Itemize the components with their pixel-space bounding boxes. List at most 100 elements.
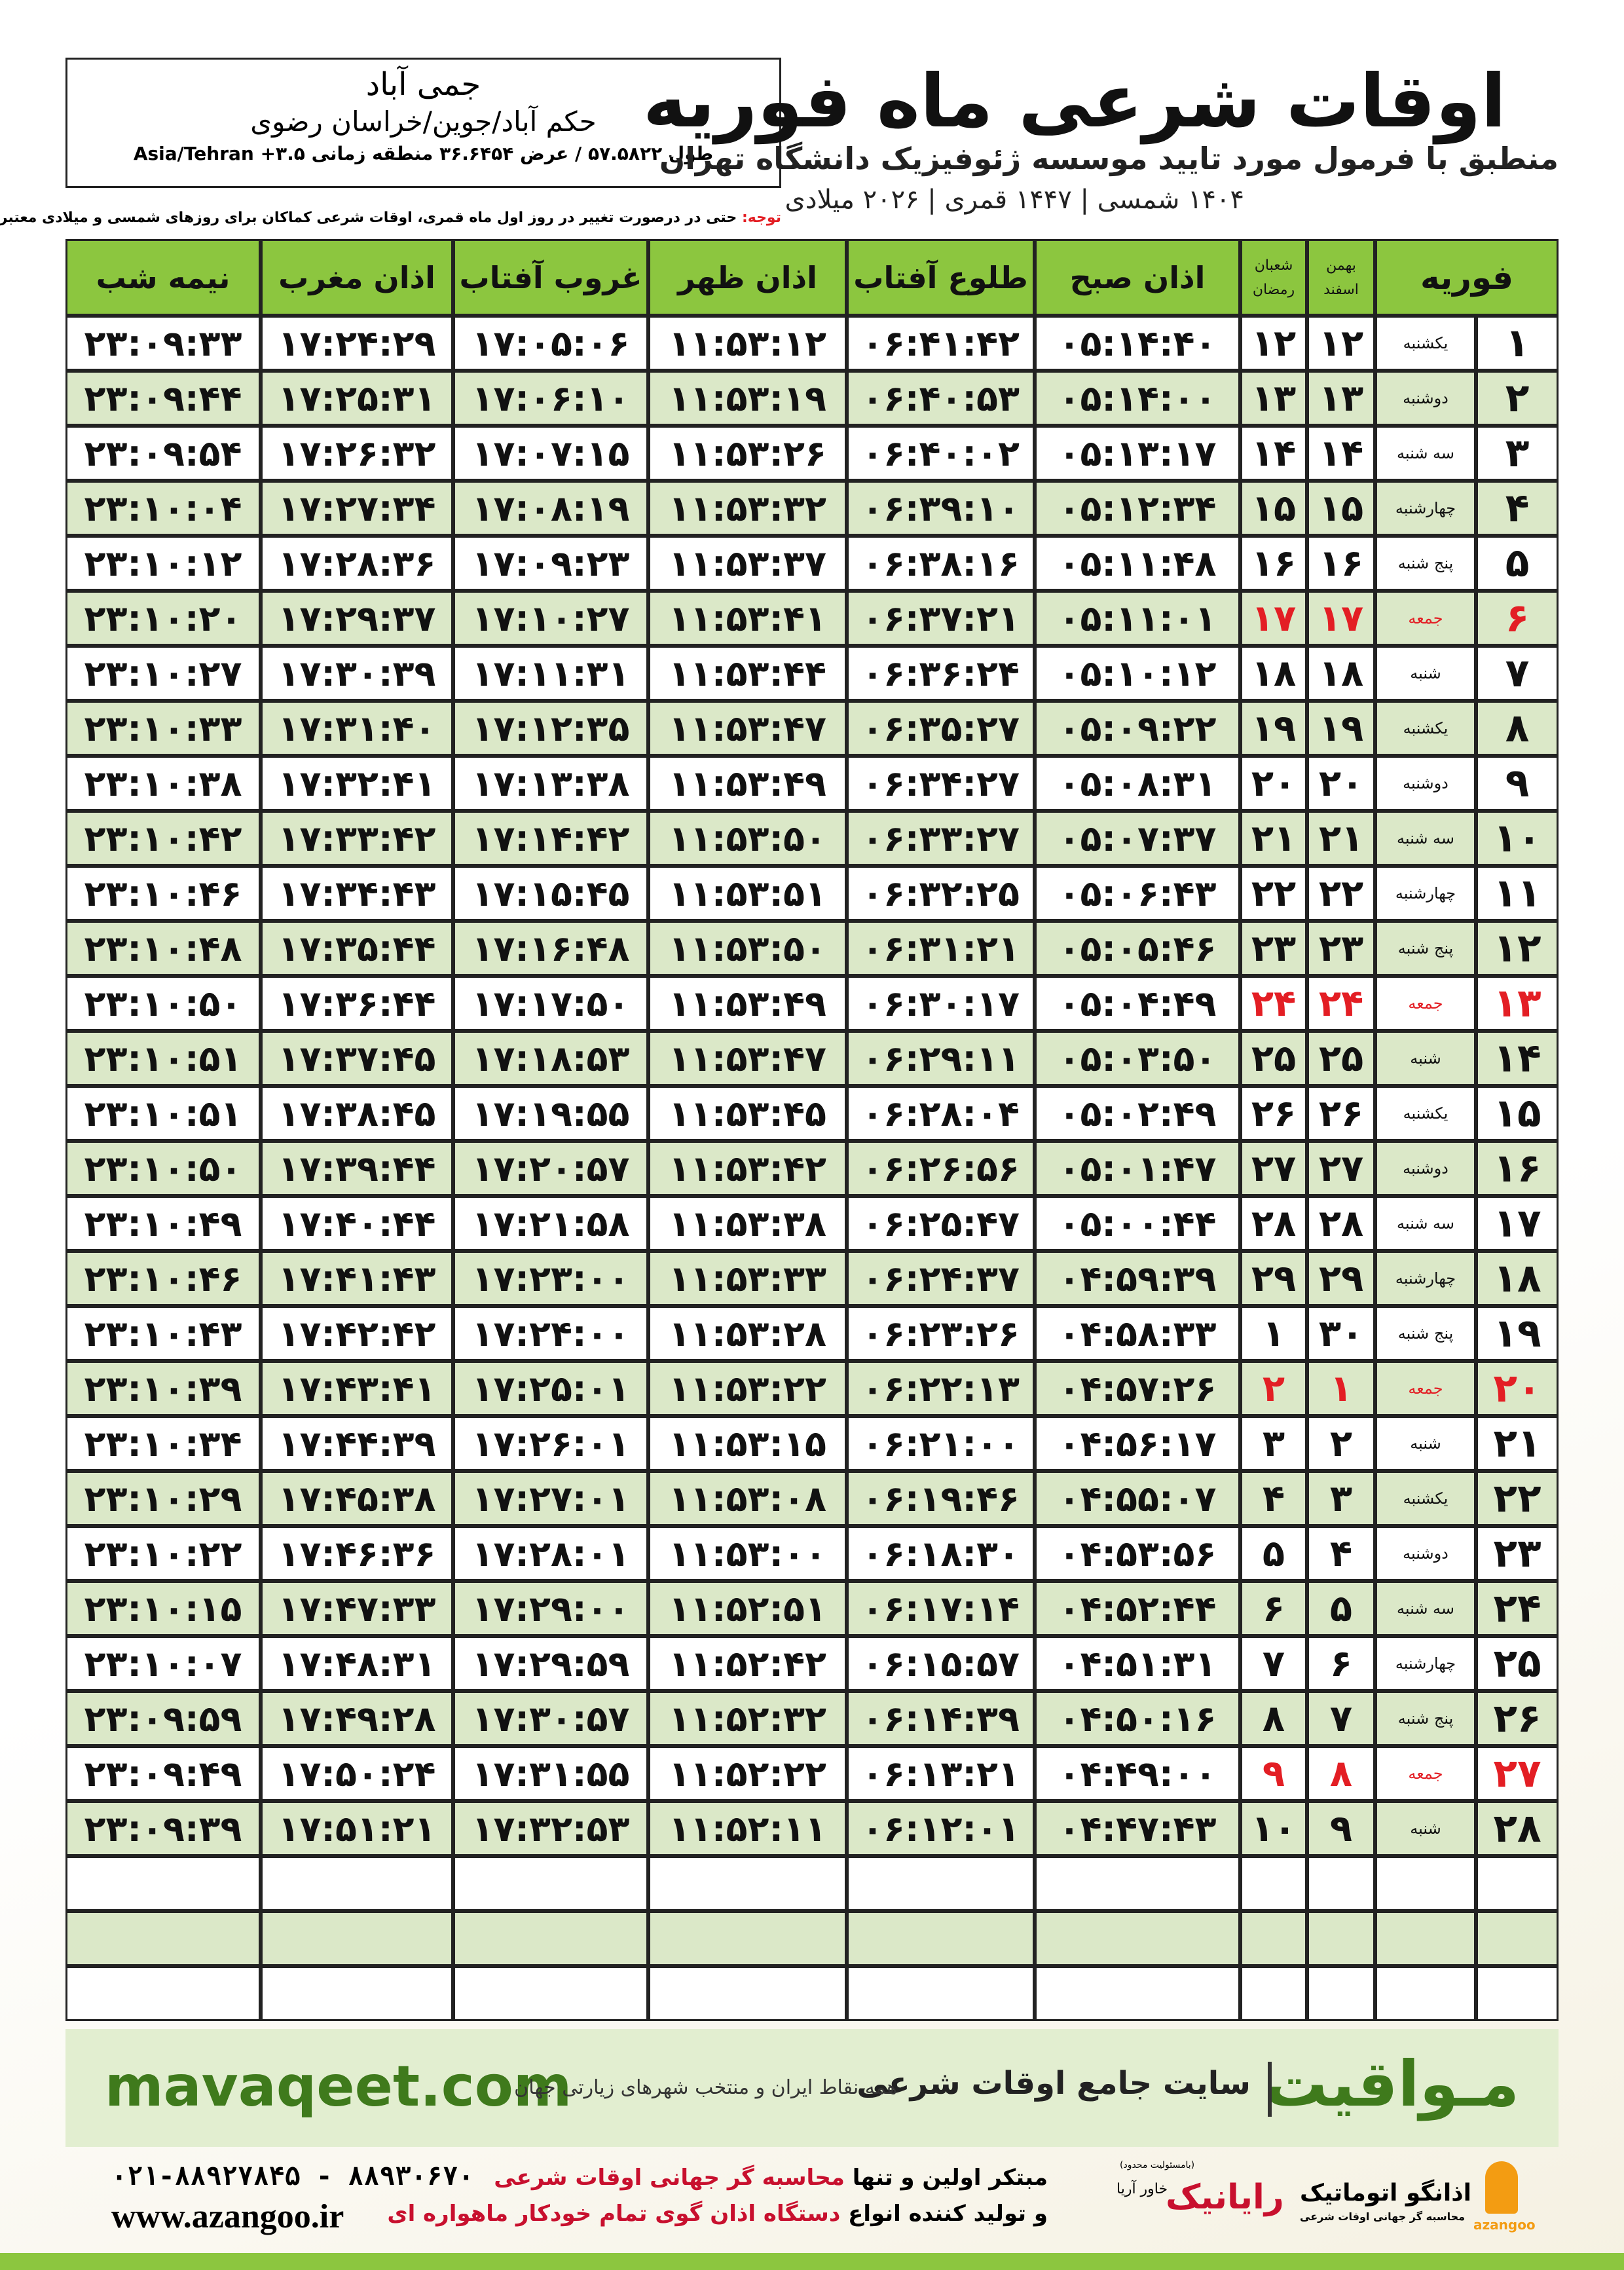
table-cell: ۱۳ (1240, 371, 1307, 426)
table-cell: ۰۵:۱۴:۰۰ (1035, 371, 1240, 426)
table-cell: ۱۷:۴۲:۴۲ (261, 1306, 453, 1361)
table-cell: ۰۴:۵۷:۲۶ (1035, 1361, 1240, 1416)
prayer-table: فوریه بهمن اسفند شعبان رمضان اذان صبح طلوع آفت… (65, 239, 1559, 2021)
table-cell: ۲۳:۱۰:۵۰ (65, 976, 261, 1031)
table-cell: ۷ (1307, 1691, 1375, 1746)
table-cell: ۰۶:۱۷:۱۴ (847, 1581, 1035, 1636)
table-cell: ۲۳:۱۰:۵۱ (65, 1031, 261, 1086)
table-cell: ۲۳:۰۹:۴۹ (65, 1746, 261, 1801)
azangoo-logo (1485, 2161, 1518, 2214)
table-cell: ۱۷:۳۵:۴۴ (261, 921, 453, 976)
table-cell: ۱۴ (1307, 426, 1375, 481)
table-cell: ۲۳:۰۹:۴۴ (65, 371, 261, 426)
promo-2a: و تولید کننده انواع (848, 2201, 1048, 2227)
table-cell: ۰۶:۲۴:۳۷ (847, 1251, 1035, 1306)
table-cell: پنج شنبه (1375, 921, 1476, 976)
table-cell: جمعه (1375, 591, 1476, 646)
empty-cell (1035, 1856, 1240, 1911)
table-cell: ۱۴ (1476, 1031, 1559, 1086)
table-cell: ۲۳:۱۰:۰۴ (65, 481, 261, 536)
table-cell: ۰۶:۱۸:۳۰ (847, 1526, 1035, 1581)
table-cell: ۱۷:۴۹:۲۸ (261, 1691, 453, 1746)
note-label: توجه: (741, 210, 781, 226)
table-cell: پنج شنبه (1375, 1691, 1476, 1746)
table-cell: ۰۶:۱۳:۲۱ (847, 1746, 1035, 1801)
table-cell: ۱۱:۵۳:۵۰ (648, 921, 847, 976)
empty-cell (65, 1966, 261, 2021)
empty-cell (648, 1911, 847, 1966)
table-cell: ۱۱:۵۳:۰۸ (648, 1471, 847, 1526)
table-cell: ۰۴:۵۹:۳۹ (1035, 1251, 1240, 1306)
table-cell: ۲ (1240, 1361, 1307, 1416)
table-cell: ۰۵:۰۲:۴۹ (1035, 1086, 1240, 1141)
azangoo-sub: محاسبه گر جهانی اوقات شرعی (1300, 2210, 1466, 2223)
azangoo-en: azangoo (1473, 2217, 1536, 2233)
table-cell: ۱۱ (1476, 866, 1559, 921)
table-cell: ۰۵:۰۳:۵۰ (1035, 1031, 1240, 1086)
table-cell: ۲۱ (1240, 811, 1307, 866)
location-name: جمی آباد (365, 66, 481, 103)
calendar: ۱۴۰۴ شمسی | ۱۴۴۷ قمری | ۲۰۲۶ میلادی (784, 185, 1244, 215)
table-cell: ۲۳:۱۰:۴۶ (65, 1251, 261, 1306)
table-cell: ۲۸ (1240, 1196, 1307, 1251)
table-cell: شنبه (1375, 1031, 1476, 1086)
table-cell: سه شنبه (1375, 1581, 1476, 1636)
table-cell: ۱۸ (1240, 646, 1307, 701)
location-region: حکم آباد/جوین/خراسان رضوی (250, 105, 597, 138)
empty-cell (65, 1911, 261, 1966)
header-cell: اذان ظهر (648, 239, 847, 316)
subtitle: منطبق با فرمول مورد تایید موسسه ژئوفیزیک… (659, 141, 1559, 176)
promo-1b: محاسبه گر جهانی اوقات شرعی (494, 2165, 845, 2191)
table-cell: ۰۵:۰۷:۳۷ (1035, 811, 1240, 866)
table-cell: ۲۶ (1476, 1691, 1559, 1746)
table-cell: ۰۶:۴۰:۰۲ (847, 426, 1035, 481)
azangoo-fa: اذانگو اتوماتیک (1300, 2180, 1472, 2206)
table-cell: ۱۷:۲۹:۰۰ (453, 1581, 648, 1636)
table-cell: ۰۵:۱۴:۴۰ (1035, 316, 1240, 371)
table-cell: ۱۷:۳۷:۴۵ (261, 1031, 453, 1086)
table-cell: ۰۵:۱۱:۰۱ (1035, 591, 1240, 646)
table-cell: چهارشنبه (1375, 481, 1476, 536)
table-cell: ۲۸ (1476, 1801, 1559, 1856)
table-cell: ۱۷:۲۹:۳۷ (261, 591, 453, 646)
table-cell: ۱۱:۵۳:۰۰ (648, 1526, 847, 1581)
table-cell: ۱۷:۴۱:۴۳ (261, 1251, 453, 1306)
table-cell: یکشنبه (1375, 316, 1476, 371)
table-cell: ۱۴ (1240, 426, 1307, 481)
table-cell: ۰۵:۰۵:۴۶ (1035, 921, 1240, 976)
table-cell: جمعه (1375, 976, 1476, 1031)
table-cell: ۹ (1307, 1801, 1375, 1856)
table-cell: ۰۴:۵۰:۱۶ (1035, 1691, 1240, 1746)
table-cell: ۰۶:۳۱:۲۱ (847, 921, 1035, 976)
table-cell: ۱۷:۱۶:۴۸ (453, 921, 648, 976)
table-cell: ۲۳:۱۰:۴۸ (65, 921, 261, 976)
table-cell: ۲۴ (1240, 976, 1307, 1031)
table-cell: ۰۵:۱۳:۱۷ (1035, 426, 1240, 481)
table-cell: ۱۷:۱۵:۴۵ (453, 866, 648, 921)
table-cell: ۱۹ (1476, 1306, 1559, 1361)
table-cell: ۸ (1307, 1746, 1375, 1801)
table-cell: ۸ (1476, 701, 1559, 756)
table-cell: ۲۳ (1476, 1526, 1559, 1581)
table-cell: ۰۴:۵۶:۱۷ (1035, 1416, 1240, 1471)
table-cell: ۱۱:۵۳:۱۹ (648, 371, 847, 426)
table-cell: ۱۷:۱۳:۳۸ (453, 756, 648, 811)
table-cell: ۱۱:۵۳:۲۸ (648, 1306, 847, 1361)
table-cell: ۲۳:۱۰:۳۸ (65, 756, 261, 811)
table-cell: ۱۷:۴۰:۴۴ (261, 1196, 453, 1251)
location-coords: طول ۵۷.۵۸۲۲ / عرض ۳۶.۶۴۵۴ منطقه زمانی ۳.… (133, 143, 714, 164)
empty-cell (65, 1856, 261, 1911)
table-cell: ۲۶ (1240, 1086, 1307, 1141)
table-cell: ۵ (1476, 536, 1559, 591)
table-cell: ۰۴:۴۹:۰۰ (1035, 1746, 1240, 1801)
table-cell: ۲ (1476, 371, 1559, 426)
table-cell: ۱۷:۲۱:۵۸ (453, 1196, 648, 1251)
table-cell: ۱۷:۴۸:۳۱ (261, 1636, 453, 1691)
empty-cell (453, 1856, 648, 1911)
table-cell: ۲۳:۱۰:۱۲ (65, 536, 261, 591)
table-cell: سه شنبه (1375, 426, 1476, 481)
table-cell: ۳۰ (1307, 1306, 1375, 1361)
table-cell: ۱۱:۵۳:۴۹ (648, 756, 847, 811)
table-cell: ۲۵ (1240, 1031, 1307, 1086)
table-cell: ۰۶:۲۲:۱۳ (847, 1361, 1035, 1416)
